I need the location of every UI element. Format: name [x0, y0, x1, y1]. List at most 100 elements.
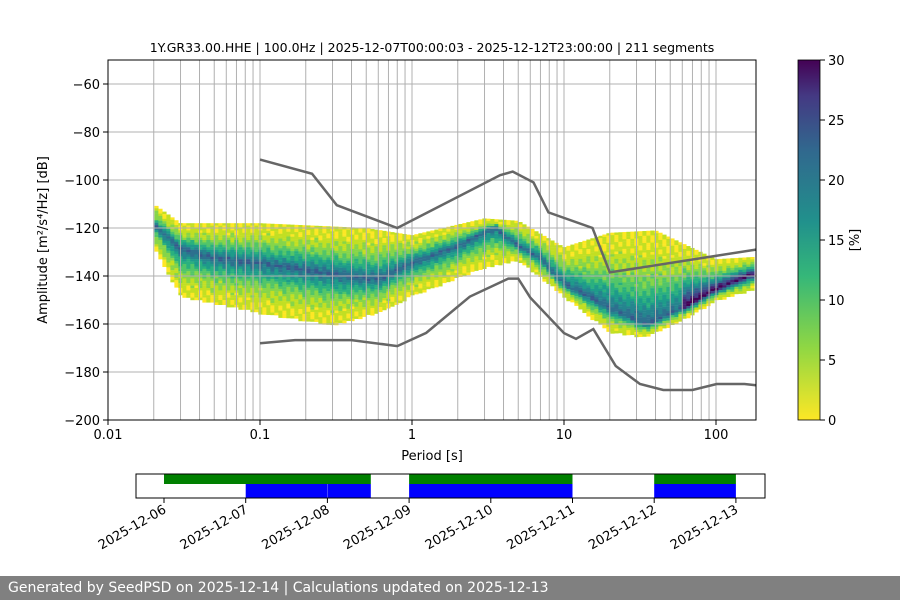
pdf-cell — [646, 305, 651, 308]
pdf-cell — [622, 287, 627, 290]
pdf-cell — [402, 255, 407, 259]
pdf-cell — [310, 287, 315, 291]
pdf-cell — [698, 261, 703, 264]
pdf-cell — [574, 252, 579, 256]
pdf-cell — [210, 249, 215, 253]
pdf-cell — [550, 250, 555, 253]
pdf-cell — [698, 285, 703, 288]
pdf-cell — [302, 249, 307, 252]
pdf-cell — [598, 317, 603, 320]
pdf-cell — [658, 319, 663, 322]
pdf-cell — [362, 256, 367, 260]
pdf-cell — [614, 251, 619, 255]
pdf-cell — [322, 302, 327, 306]
pdf-cell — [582, 279, 587, 282]
pdf-cell — [626, 248, 631, 252]
pdf-cell — [630, 272, 635, 276]
pdf-cell — [294, 277, 299, 281]
pdf-cell — [338, 298, 343, 302]
pdf-cell — [338, 255, 343, 259]
pdf-cell — [498, 250, 503, 254]
pdf-cell — [214, 285, 219, 289]
pdf-cell — [490, 235, 495, 239]
pdf-cell — [466, 222, 471, 225]
pdf-cell — [294, 253, 299, 257]
pdf-cell — [650, 316, 655, 320]
pdf-cell — [670, 300, 675, 304]
pdf-cell — [382, 257, 387, 260]
pdf-cell — [286, 246, 291, 249]
pdf-cell — [462, 237, 467, 241]
pdf-cell — [618, 251, 623, 255]
pdf-cell — [198, 235, 203, 238]
pdf-cell — [214, 223, 219, 226]
pdf-cell — [610, 290, 615, 293]
pdf-cell — [394, 256, 399, 260]
pdf-cell — [194, 223, 199, 226]
pdf-cell — [254, 256, 259, 260]
pdf-cell — [230, 268, 235, 272]
pdf-cell — [282, 238, 287, 242]
pdf-cell — [638, 259, 643, 263]
pdf-cell — [462, 261, 467, 265]
pdf-cell — [646, 237, 651, 241]
pdf-cell — [474, 222, 479, 226]
pdf-cell — [618, 234, 623, 238]
pdf-cell — [646, 324, 651, 327]
pdf-cell — [738, 286, 743, 290]
pdf-cell — [314, 319, 319, 322]
pdf-cell — [278, 315, 283, 318]
pdf-cell — [334, 260, 339, 263]
pdf-cell — [650, 244, 655, 248]
pdf-cell — [350, 299, 355, 302]
pdf-cell — [706, 279, 711, 283]
pdf-cell — [346, 246, 351, 249]
pdf-cell — [450, 259, 455, 263]
pdf-cell — [158, 225, 163, 229]
pdf-cell — [734, 272, 739, 275]
pdf-cell — [718, 268, 723, 272]
pdf-cell — [702, 292, 707, 295]
pdf-cell — [262, 249, 267, 253]
pdf-cell — [494, 248, 499, 251]
pdf-cell — [598, 286, 603, 289]
pdf-cell — [198, 280, 203, 284]
pdf-cell — [190, 252, 195, 255]
pdf-cell — [534, 236, 539, 239]
timeline-tick-label: 2025-12-09 — [341, 502, 414, 553]
pdf-cell — [418, 286, 423, 289]
pdf-cell — [638, 295, 643, 299]
pdf-cell — [314, 266, 319, 270]
pdf-cell — [502, 229, 507, 233]
pdf-cell — [498, 260, 503, 263]
pdf-cell — [298, 306, 303, 310]
pdf-cell — [602, 292, 607, 295]
pdf-cell — [578, 273, 583, 276]
pdf-cell — [674, 307, 679, 311]
pdf-cell — [590, 315, 595, 318]
pdf-cell — [454, 268, 459, 271]
pdf-cell — [266, 254, 271, 258]
pdf-cell — [294, 299, 299, 302]
pdf-cell — [730, 279, 735, 283]
pdf-cell — [438, 267, 443, 270]
pdf-cell — [274, 264, 279, 268]
pdf-cell — [362, 268, 367, 272]
pdf-cell — [734, 277, 739, 280]
pdf-cell — [602, 251, 607, 254]
pdf-cell — [298, 273, 303, 276]
pdf-cell — [310, 239, 315, 243]
pdf-cell — [354, 241, 359, 245]
pdf-cell — [478, 236, 483, 239]
pdf-cell — [686, 248, 691, 252]
pdf-cell — [682, 294, 687, 298]
pdf-cell — [230, 232, 235, 236]
pdf-cell — [654, 310, 659, 313]
pdf-cell — [394, 268, 399, 272]
pdf-cell — [370, 250, 375, 254]
pdf-cell — [266, 237, 271, 241]
pdf-cell — [322, 271, 327, 275]
pdf-cell — [358, 294, 363, 298]
pdf-cell — [390, 296, 395, 300]
pdf-cell — [650, 276, 655, 279]
